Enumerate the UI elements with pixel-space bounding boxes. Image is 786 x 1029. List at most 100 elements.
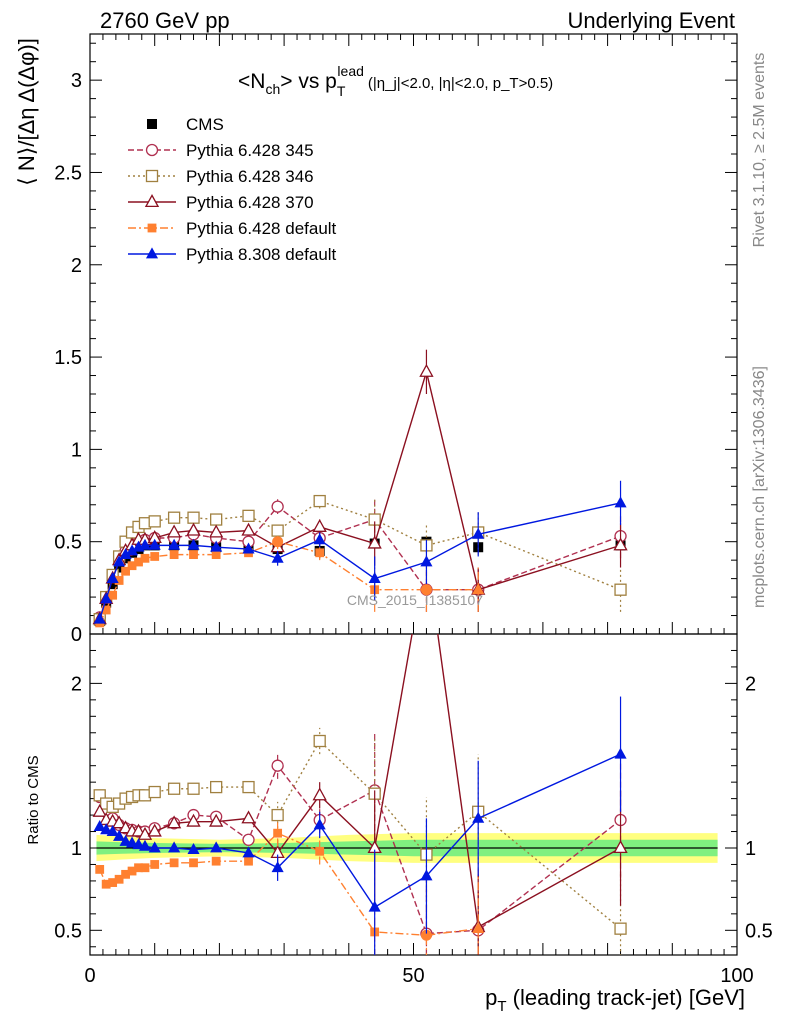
legend-label: Pythia 6.428 346	[186, 167, 314, 186]
ratio-data-point	[168, 841, 181, 853]
legend-label: Pythia 6.428 345	[186, 141, 314, 160]
ratio-data-point	[150, 860, 160, 869]
legend-entry-p345: Pythia 6.428 345	[128, 141, 314, 160]
data-point	[168, 538, 181, 550]
data-point	[472, 583, 485, 595]
title-cond: (|η_j|<2.0, |η|<2.0, p_T>0.5)	[368, 75, 553, 92]
x-tick-label: 100	[720, 965, 753, 987]
ratio-data-point	[614, 922, 627, 935]
data-point	[242, 542, 255, 554]
ratio-data-point	[210, 780, 223, 794]
data-point	[100, 592, 113, 604]
ratio-ylabel: Ratio to CMS	[25, 755, 42, 844]
ratio-data-point	[148, 785, 161, 799]
ratio-data-point	[211, 856, 221, 866]
data-point	[210, 513, 223, 526]
data-point	[313, 533, 326, 545]
x-axis-label: pT (leading track-jet) [GeV]	[485, 985, 745, 1015]
legend-label: Pythia 8.308 default	[186, 245, 337, 264]
ratio-y-tick-label-right: 0.5	[745, 920, 773, 942]
data-point	[113, 555, 126, 567]
data-point	[148, 515, 161, 528]
ratio-data-point	[147, 823, 162, 837]
main-panel: 0 0.5 1 1.5 2 2.5 3	[54, 33, 738, 646]
data-point	[211, 550, 221, 560]
ratio-panel: 0.5 0.5 1 1 2 2 0 50 100	[54, 633, 773, 987]
data-point	[127, 561, 137, 571]
data-point	[93, 612, 106, 624]
ratio-data-point	[210, 841, 223, 853]
rivet-label: Rivet 3.1.10, ≥ 2.5M events	[751, 53, 768, 248]
ratio-y-ticks	[90, 649, 737, 948]
ratio-data-point	[209, 813, 224, 827]
title-main: <N	[238, 70, 265, 93]
ratio-line-p8def	[99, 753, 621, 909]
ratio-data-point	[187, 782, 200, 795]
data-point	[419, 363, 434, 377]
legend: CMS Pythia 6.428 345 Pythia 6.428 346 Pythi…	[128, 115, 337, 264]
ratio-data-point	[313, 734, 326, 748]
main-series-p8def	[93, 480, 627, 624]
ratio-data-point	[127, 866, 137, 876]
data-point	[187, 511, 200, 524]
ratio-data-point	[271, 808, 284, 822]
ratio-y-tick-label-right: 1	[745, 838, 756, 860]
ratio-data-point	[93, 820, 106, 831]
main-y-tick-label: 1.5	[54, 347, 82, 369]
ratio-data-point	[368, 900, 381, 912]
data-point	[614, 496, 627, 508]
ratio-data-point	[312, 787, 327, 801]
data-point	[140, 553, 150, 563]
data-point	[134, 557, 143, 567]
ratio-data-point	[242, 780, 255, 794]
ratio-frame	[89, 633, 738, 956]
data-point	[150, 552, 160, 561]
main-series-cms	[94, 536, 626, 627]
data-point	[114, 562, 125, 573]
main-y-tick-label: 0.5	[54, 532, 82, 554]
title-sub1: ch	[265, 81, 280, 97]
data-point	[420, 584, 432, 596]
xlabel-sub: T	[497, 998, 506, 1015]
ratio-data-point	[121, 869, 130, 879]
ratio-data-point	[167, 782, 181, 795]
ratio-data-point	[273, 828, 283, 838]
data-point	[169, 550, 179, 560]
data-point	[613, 537, 628, 551]
data-point	[241, 522, 256, 536]
ratio-data-point	[111, 815, 127, 829]
data-point	[187, 538, 200, 550]
xlabel-p: p	[485, 985, 497, 1010]
ratio-data-point	[93, 789, 106, 802]
data-point	[271, 500, 284, 513]
data-point	[210, 540, 223, 552]
main-y-tick-label: 2	[71, 255, 82, 277]
legend-marker	[144, 194, 160, 208]
header-right: Underlying Event	[567, 8, 735, 33]
data-point	[472, 527, 485, 539]
x-tick-label: 50	[402, 965, 424, 987]
title-sub2: T	[337, 83, 346, 99]
main-series-p370	[92, 349, 628, 625]
main-line-p370	[99, 369, 621, 620]
data-point	[368, 572, 381, 584]
data-point	[166, 524, 182, 538]
main-ylabel: ⟨ N⟩/[Δη Δ(Δφ)]	[14, 38, 39, 186]
ratio-data-point	[166, 815, 182, 829]
x-tick-label: 0	[84, 965, 95, 987]
ratio-data-point	[420, 929, 432, 941]
ratio-data-point	[101, 879, 111, 889]
ratio-data-point	[113, 829, 126, 841]
xlabel-rest: (leading track-jet) [GeV]	[507, 985, 745, 1010]
ratio-data-point	[106, 824, 119, 836]
data-point	[108, 590, 118, 600]
legend-entry-p6def: Pythia 6.428 default	[128, 219, 337, 238]
ratio-data-point	[244, 856, 253, 866]
legend-entry-p8def: Pythia 8.308 default	[128, 245, 337, 264]
data-point	[242, 509, 255, 522]
legend-marker	[145, 143, 159, 157]
main-y-tick-label: 0	[71, 624, 82, 646]
title-sup: lead	[337, 63, 363, 79]
data-point	[138, 538, 152, 550]
